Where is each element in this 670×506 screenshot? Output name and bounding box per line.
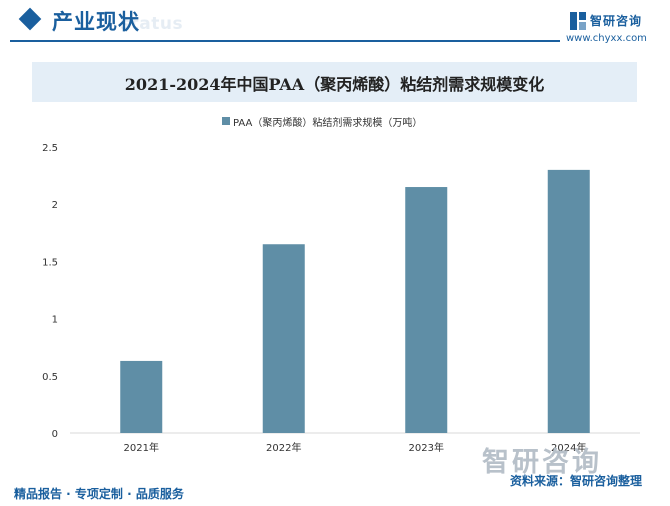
footer-source: 资料来源：智研咨询整理 [510,474,643,488]
chart-title-band: 2021-2024年中国PAA（聚丙烯酸）粘结剂需求规模变化 [32,62,637,102]
y-tick-label: 2.5 [42,143,58,154]
watermark-text: 智研咨询 [482,447,602,478]
header: status 产业现状 智研咨询 www.chyxx.com [0,0,670,60]
x-tick-label: 2023年 [409,441,444,454]
section-title-en: status [120,14,184,34]
brand: 智研咨询 www.chyxx.com [566,12,670,46]
legend-label: PAA（聚丙烯酸）粘结剂需求规模（万吨） [233,118,423,129]
y-tick-label: 2 [52,200,58,211]
y-tick-label: 1.5 [42,257,58,268]
brand-name: 智研咨询 [590,14,643,28]
bar [405,187,448,433]
brand-url: www.chyxx.com [566,33,647,44]
brand-logo-icon [570,12,586,30]
x-tick-label: 2022年 [266,441,301,454]
y-tick-label: 0 [52,429,58,440]
section-title: 产业现状 [52,10,140,34]
footer-tagline: 精品报告 · 专项定制 · 品质服务 [14,487,184,501]
bar [262,244,305,433]
bar [547,169,590,433]
bar [120,360,163,433]
x-tick-label: 2021年 [124,441,159,454]
chart-title: 2021-2024年中国PAA（聚丙烯酸）粘结剂需求规模变化 [124,75,545,94]
header-rule [10,40,560,42]
x-tick-label: 2024年 [551,441,586,454]
y-tick-label: 0.5 [42,372,58,383]
legend-swatch [222,117,230,125]
y-tick-label: 1 [52,315,58,326]
